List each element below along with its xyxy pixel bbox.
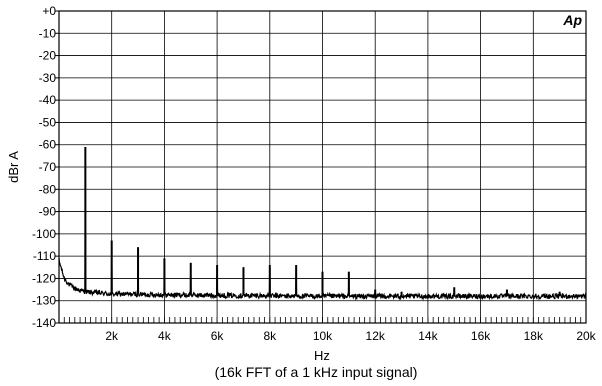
x-axis-title: Hz: [314, 348, 330, 363]
y-tick-label: -140: [32, 316, 56, 330]
x-axis: 2k 4k 6k 8k 10k 12k 14k 16k 18k 20k: [105, 329, 596, 343]
x-tick-label: 20k: [576, 329, 596, 343]
y-tick-label: -70: [39, 160, 57, 174]
y-tick-label: -30: [39, 71, 57, 85]
y-axis: +0 -10 -20 -30 -40 -50 -60 -70 -80 -90 -100 -110 -12…: [32, 4, 59, 330]
y-tick-label: -50: [39, 115, 57, 129]
x-tick-label: 18k: [524, 329, 544, 343]
spectrum-series-line: [58, 146, 587, 301]
y-tick-label: -40: [39, 93, 57, 107]
x-tick-label: 2k: [105, 329, 119, 343]
plot-frame: [58, 10, 587, 324]
y-tick-label: -110: [33, 249, 56, 263]
x-tick-label: 4k: [158, 329, 172, 343]
x-minor-ticks: [63, 317, 582, 323]
y-tick-label: -20: [39, 49, 57, 63]
y-tick-label: -130: [32, 294, 56, 308]
y-tick-label: -100: [32, 227, 56, 241]
y-tick-label: -90: [39, 205, 57, 219]
x-tick-label: 8k: [263, 329, 277, 343]
y-axis-title: dBr A: [6, 151, 21, 183]
y-tick-label: +0: [42, 4, 56, 18]
series-group: [58, 146, 587, 301]
y-tick-label: -80: [39, 182, 57, 196]
x-tick-label: 12k: [366, 329, 386, 343]
y-tick-label: -60: [39, 138, 57, 152]
ap-logo: Ap: [562, 12, 582, 28]
x-tick-label: 14k: [418, 329, 438, 343]
x-tick-label: 16k: [471, 329, 491, 343]
chart-caption: (16k FFT of a 1 kHz input signal): [215, 364, 418, 380]
x-tick-label: 10k: [313, 329, 333, 343]
y-tick-label: -10: [39, 26, 57, 40]
x-tick-label: 6k: [211, 329, 225, 343]
y-tick-label: -120: [32, 271, 56, 285]
